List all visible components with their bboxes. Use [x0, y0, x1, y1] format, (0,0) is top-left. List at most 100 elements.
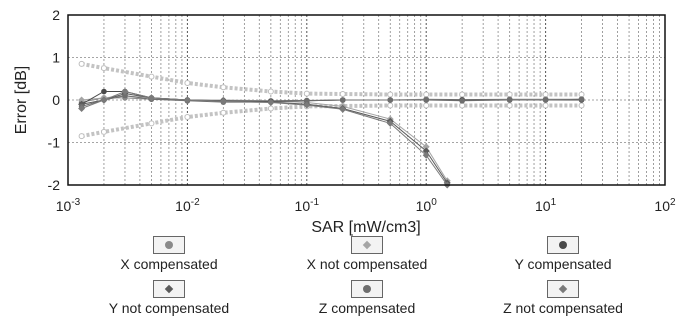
legend-swatch — [547, 280, 579, 298]
data-point — [386, 119, 394, 127]
data-point — [101, 88, 107, 95]
y-axis-title: Error [dB] — [13, 66, 30, 134]
legend-item-y-not-compensated: Y not compensated — [74, 280, 264, 320]
band-upper-point — [148, 73, 155, 80]
x-tick-label: 100 — [416, 197, 438, 214]
legend-swatch — [547, 236, 579, 254]
band-lower-point — [267, 105, 274, 112]
data-point — [78, 96, 86, 104]
legend-label: Z not compensated — [503, 300, 623, 316]
band-upper-point — [220, 84, 227, 91]
data-point — [459, 98, 465, 104]
diamond-marker-icon — [164, 284, 174, 294]
legend-item-y-compensated: Y compensated — [468, 236, 658, 276]
data-point — [121, 88, 129, 95]
y-tick-labels: 2 1 0 -1 -2 — [48, 7, 61, 193]
data-point — [147, 94, 155, 102]
band-upper-point — [339, 91, 346, 98]
legend-swatch — [351, 280, 383, 298]
band-lower-point — [148, 120, 155, 127]
data-point — [78, 105, 86, 112]
data-point — [304, 98, 310, 104]
band-upper-point — [303, 90, 310, 97]
y-tick-label: -2 — [48, 177, 61, 193]
x-axis-title: SAR [mW/cm3] — [311, 219, 420, 236]
band-upper-point — [578, 91, 585, 98]
legend-label: Z compensated — [318, 300, 416, 316]
x-tick-label: 101 — [535, 197, 557, 214]
data-point — [339, 105, 347, 113]
data-point — [267, 99, 275, 107]
data-point — [578, 96, 585, 102]
y-tick-label: 2 — [52, 7, 60, 23]
data-point — [303, 101, 311, 109]
band-upper-point — [423, 91, 430, 98]
legend-swatch — [153, 280, 185, 298]
band-lower-point — [220, 109, 227, 116]
data-point — [506, 97, 513, 103]
circle-marker-icon — [363, 285, 371, 293]
legend-label: X not compensated — [306, 256, 428, 272]
band-upper-point — [459, 91, 466, 98]
plot-frame — [67, 14, 666, 186]
band-lower-point — [100, 128, 107, 135]
legend-item-z-not-compensated: Z not compensated — [468, 280, 658, 320]
data-point — [542, 97, 549, 103]
x-tick-label: 102 — [654, 197, 676, 214]
y-tick-label: 1 — [52, 50, 60, 66]
diamond-marker-icon — [558, 284, 568, 294]
band-lower-line — [81, 103, 582, 139]
band-upper-point — [506, 91, 513, 98]
data-point — [122, 92, 128, 99]
series-4 — [78, 92, 585, 110]
band-upper-point — [267, 88, 274, 95]
legend-item-z-compensated: Z compensated — [272, 280, 462, 320]
y-tick-label: 0 — [52, 92, 60, 108]
x-tick-label: 10-1 — [295, 197, 320, 214]
series-5 — [78, 88, 451, 189]
data-point — [423, 97, 430, 103]
band-lower-point — [506, 102, 513, 109]
y-tick-label: -1 — [48, 135, 61, 151]
x-tick-label: 10-3 — [56, 197, 81, 214]
series — [78, 88, 585, 189]
band-upper-point — [387, 91, 394, 98]
data-point — [183, 96, 191, 104]
data-point — [422, 147, 430, 155]
data-point — [339, 97, 346, 103]
series-line — [81, 90, 448, 186]
circle-marker-icon — [165, 241, 173, 249]
legend-item-x-not-compensated: X not compensated — [272, 236, 462, 276]
legend-label: Y not compensated — [108, 300, 230, 316]
legend: X compensated X not compensated Y compen… — [0, 236, 685, 322]
band-lower-point — [542, 102, 549, 109]
legend-label: Y compensated — [514, 256, 612, 272]
uncertainty-band — [78, 60, 585, 140]
circle-marker-icon — [559, 241, 567, 249]
band-lower-point — [184, 114, 191, 120]
band-lower-point — [78, 133, 85, 140]
series-line — [81, 95, 448, 182]
legend-label: X compensated — [120, 256, 218, 272]
data-point — [219, 97, 227, 105]
band-lower-point — [459, 102, 466, 109]
legend-swatch — [351, 236, 383, 254]
data-point — [422, 143, 430, 151]
band-lower-point — [423, 102, 430, 109]
band-lower-point — [578, 102, 585, 109]
band-upper-line — [81, 61, 582, 97]
band-upper-point — [78, 60, 85, 67]
x-tick-label: 10-2 — [175, 197, 200, 214]
data-point — [422, 151, 430, 159]
band-upper-point — [542, 91, 549, 98]
data-point — [387, 97, 394, 103]
legend-item-x-compensated: X compensated — [74, 236, 264, 276]
diamond-marker-icon — [362, 240, 372, 250]
band-upper-point — [184, 80, 191, 86]
band-lower-point — [387, 102, 394, 109]
data-point — [100, 96, 108, 104]
x-tick-labels: 10-3 10-2 10-1 100 101 102 — [56, 197, 676, 214]
legend-swatch — [153, 236, 185, 254]
